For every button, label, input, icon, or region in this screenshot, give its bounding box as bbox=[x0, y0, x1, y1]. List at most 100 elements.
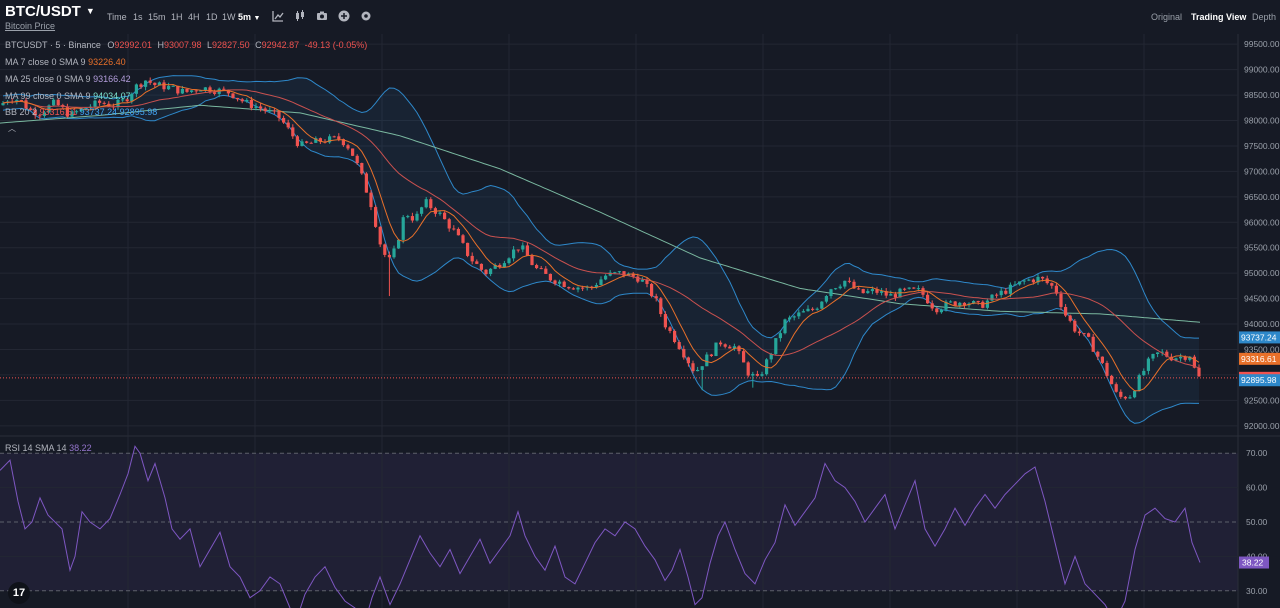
candle bbox=[309, 141, 313, 144]
price-tick-label: 98000.00 bbox=[1244, 116, 1280, 126]
candle-body bbox=[663, 314, 667, 328]
candle-body bbox=[521, 245, 525, 250]
timeframe-1h[interactable]: 1H bbox=[171, 12, 183, 22]
candle bbox=[755, 370, 759, 377]
candle-body bbox=[1031, 279, 1035, 283]
candle-body bbox=[295, 136, 299, 146]
candle bbox=[438, 210, 442, 216]
view-trading-view[interactable]: Trading View bbox=[1191, 12, 1247, 22]
candle-body bbox=[1082, 333, 1086, 335]
candle-body bbox=[1151, 353, 1155, 359]
candle-body bbox=[893, 294, 897, 298]
ma7-legend[interactable]: MA 7 close 0 SMA 9 93226.40 bbox=[5, 57, 126, 67]
price-tick-label: 95500.00 bbox=[1244, 243, 1280, 253]
ma25-legend[interactable]: MA 25 close 0 SMA 9 93166.42 bbox=[5, 74, 131, 84]
candle bbox=[466, 242, 470, 258]
ohlc-legend: BTCUSDT · 5 · Binance O92992.01 H93007.9… bbox=[5, 40, 367, 50]
candle-body bbox=[1197, 367, 1201, 377]
ma99-line bbox=[0, 104, 1201, 323]
candle-body bbox=[714, 342, 718, 356]
candle-body bbox=[576, 287, 580, 290]
timeframe-4h[interactable]: 4H bbox=[188, 12, 200, 22]
candle bbox=[139, 83, 143, 89]
candle-body bbox=[811, 308, 815, 310]
candle-body bbox=[176, 85, 180, 94]
candle-body bbox=[484, 269, 488, 275]
coin-subtitle-link[interactable]: Bitcoin Price bbox=[5, 21, 56, 31]
candle bbox=[806, 305, 810, 312]
candle bbox=[24, 97, 28, 109]
candle-body bbox=[774, 338, 778, 354]
candle-body bbox=[953, 301, 957, 306]
candle-body bbox=[594, 284, 598, 288]
indicators-icon[interactable] bbox=[271, 9, 285, 23]
candle-body bbox=[884, 291, 888, 296]
timeframe-1s[interactable]: 1s bbox=[133, 12, 143, 22]
ma99-label: MA 99 close 0 SMA 9 bbox=[5, 91, 91, 101]
candle-body bbox=[719, 342, 723, 345]
candle bbox=[765, 358, 769, 376]
ma99-legend[interactable]: MA 99 close 0 SMA 9 94034.07 bbox=[5, 91, 131, 101]
candle-body bbox=[84, 107, 88, 109]
candle bbox=[562, 280, 566, 288]
candle bbox=[1197, 364, 1201, 377]
candle-body bbox=[732, 346, 736, 349]
candle-body bbox=[636, 276, 640, 282]
view-depth[interactable]: Depth bbox=[1252, 12, 1277, 22]
timeframe-dropdown[interactable]: 5m ▼ bbox=[238, 12, 260, 22]
candle-body bbox=[562, 281, 566, 288]
bb-legend[interactable]: BB 20 2 93316.61 93737.24 92895.98 bbox=[5, 107, 157, 117]
timeframe-15m[interactable]: 15m bbox=[148, 12, 166, 22]
camera-icon[interactable] bbox=[315, 9, 329, 23]
candle-body bbox=[1041, 276, 1045, 279]
add-circle-icon[interactable] bbox=[337, 9, 351, 23]
candle bbox=[811, 307, 815, 312]
candle bbox=[429, 197, 433, 211]
legend-collapse-button[interactable]: ︿ bbox=[8, 124, 16, 133]
timeframe-1w[interactable]: 1W bbox=[222, 12, 236, 22]
candle-body bbox=[930, 303, 934, 309]
candle-body bbox=[1073, 320, 1077, 332]
candle bbox=[737, 345, 741, 355]
candle-body bbox=[199, 90, 203, 92]
candle bbox=[631, 271, 635, 279]
price-badge-bg bbox=[1239, 331, 1280, 344]
price-tick-label: 92500.00 bbox=[1244, 395, 1280, 405]
candle-body bbox=[728, 346, 732, 349]
candle bbox=[116, 96, 120, 110]
candle-body bbox=[489, 268, 493, 275]
timeframe-time[interactable]: Time bbox=[107, 12, 127, 22]
rsi-tick-label: 50.00 bbox=[1246, 517, 1268, 527]
gear-icon[interactable] bbox=[359, 9, 373, 23]
candle bbox=[410, 212, 414, 223]
candle-body bbox=[507, 258, 511, 264]
candle bbox=[903, 287, 907, 292]
view-original[interactable]: Original bbox=[1151, 12, 1183, 22]
candle-body bbox=[958, 302, 962, 306]
candle-body bbox=[1100, 356, 1104, 363]
candle-body bbox=[599, 279, 603, 285]
candle bbox=[663, 311, 667, 330]
candle-body bbox=[231, 93, 235, 98]
candle bbox=[1146, 356, 1150, 375]
candle-body bbox=[778, 333, 782, 339]
timeframe-1d[interactable]: 1D bbox=[206, 12, 218, 22]
candle-type-icon[interactable] bbox=[293, 9, 307, 23]
candle bbox=[171, 85, 175, 87]
symbol-selector[interactable]: BTC/USDT ▼ bbox=[5, 3, 95, 20]
candle bbox=[774, 338, 778, 356]
candle-body bbox=[15, 100, 19, 102]
rsi-tick-label: 30.00 bbox=[1246, 586, 1268, 596]
high-value: 93007.98 bbox=[163, 40, 202, 50]
price-badge: 93316.61 bbox=[1239, 352, 1280, 365]
rsi-legend[interactable]: RSI 14 SMA 14 38.22 bbox=[5, 443, 92, 453]
candle bbox=[820, 301, 824, 310]
candle-body bbox=[995, 294, 999, 296]
price-badge-bg bbox=[1239, 352, 1280, 365]
rsi-badge: 38.22 bbox=[1239, 556, 1269, 569]
candle-body bbox=[42, 112, 46, 116]
candle-body bbox=[760, 374, 764, 376]
tradingview-logo[interactable]: 17 bbox=[8, 582, 30, 604]
candle bbox=[392, 245, 396, 259]
